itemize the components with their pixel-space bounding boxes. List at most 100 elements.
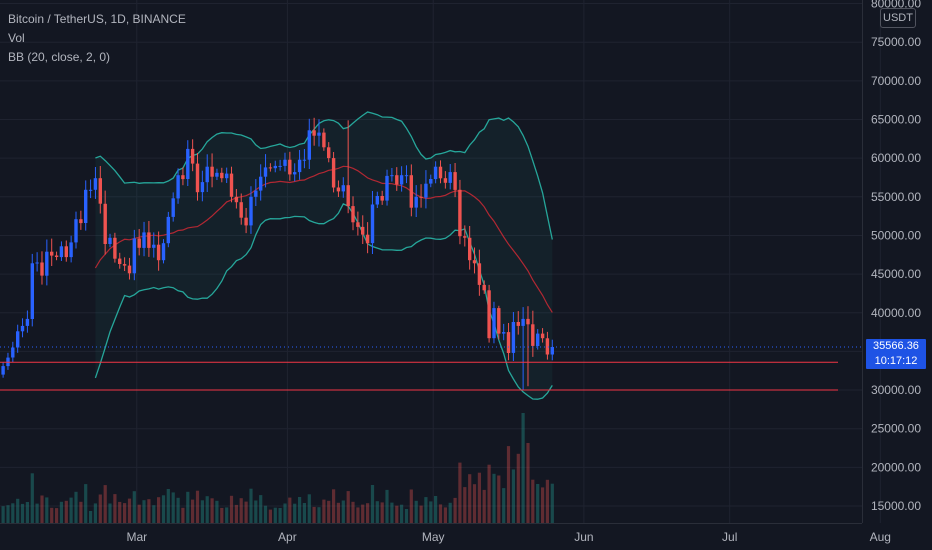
y-tick-label: 30000.00 xyxy=(871,383,921,397)
candle-body xyxy=(365,234,370,244)
volume-bar xyxy=(30,473,34,523)
volume-bar xyxy=(385,489,389,523)
volume-bar xyxy=(414,500,418,523)
volume-bar xyxy=(268,509,272,523)
volume-bar xyxy=(157,497,161,523)
volume-bar xyxy=(186,491,190,523)
volume-bar xyxy=(45,497,49,523)
volume-bar xyxy=(521,413,525,523)
volume-bar xyxy=(108,503,112,523)
volume-bar xyxy=(113,494,117,523)
volume-bar xyxy=(171,492,175,523)
volume-bar xyxy=(210,498,214,523)
volume-bar xyxy=(506,446,511,523)
volume-bar xyxy=(327,500,331,523)
candle-body xyxy=(64,246,68,258)
volume-bar xyxy=(370,485,375,523)
volume-bar xyxy=(205,496,209,523)
candle-body xyxy=(176,175,180,199)
volume-bar xyxy=(526,443,530,523)
candle-body xyxy=(225,173,229,179)
candle-body xyxy=(181,175,185,180)
volume-bar xyxy=(132,491,136,523)
volume-bar xyxy=(419,505,423,523)
volume-bar xyxy=(424,497,428,523)
candle-body xyxy=(84,189,88,223)
candle-body xyxy=(429,179,433,184)
volume-bar xyxy=(288,497,292,523)
candle-body xyxy=(108,237,112,244)
candle-body xyxy=(516,322,520,326)
candle-body xyxy=(341,185,345,192)
candle-body xyxy=(249,196,253,226)
candle-body xyxy=(234,196,239,203)
candle-body xyxy=(122,264,127,266)
legend-bollinger[interactable]: BB (20, close, 2, 0) xyxy=(8,50,111,64)
candle-body xyxy=(312,130,316,136)
volume-bar xyxy=(298,497,302,523)
volume-bar xyxy=(346,491,350,523)
y-tick-label: 70000.00 xyxy=(871,74,921,88)
volume-bar xyxy=(312,506,316,523)
volume-bar xyxy=(541,487,545,523)
volume-bar xyxy=(20,503,25,523)
volume-bar xyxy=(487,464,491,523)
volume-bar xyxy=(215,500,219,523)
volume-bar xyxy=(93,503,97,523)
candle-body xyxy=(487,290,491,339)
candle-body xyxy=(536,333,540,346)
candle-body xyxy=(190,148,195,164)
volume-bar xyxy=(16,498,20,523)
candle-body xyxy=(395,175,399,185)
volume-bar xyxy=(380,502,384,523)
volume-bar xyxy=(98,494,102,523)
candle-body xyxy=(448,172,452,183)
volume-bar xyxy=(356,507,360,523)
candle-body xyxy=(278,165,282,167)
volume-bar xyxy=(497,475,501,523)
candle-body xyxy=(103,203,107,244)
y-tick-label: 60000.00 xyxy=(871,151,921,165)
candle-body xyxy=(297,159,302,173)
legend-volume[interactable]: Vol xyxy=(8,31,25,45)
volume-bar xyxy=(293,503,297,523)
volume-bar xyxy=(118,501,122,523)
candle-body xyxy=(521,318,525,326)
candle-body xyxy=(356,222,360,227)
candle-body xyxy=(118,258,122,264)
candle-body xyxy=(59,246,64,258)
candle-body xyxy=(35,262,39,264)
volume-bar xyxy=(273,507,277,523)
x-tick-label: Jun xyxy=(574,530,593,544)
x-tick-label: May xyxy=(422,530,445,544)
volume-bar xyxy=(453,497,457,523)
volume-bar xyxy=(181,507,185,523)
candle-body xyxy=(273,165,277,169)
candle-body xyxy=(482,284,486,291)
candle-body xyxy=(16,331,20,348)
volume-bar xyxy=(249,488,253,523)
volume-bar xyxy=(244,501,248,523)
x-tick-label: Aug xyxy=(870,530,891,544)
chart-legend: Bitcoin / TetherUS, 1D, BINANCE Vol BB (… xyxy=(8,10,186,67)
candle-body xyxy=(220,172,224,179)
legend-symbol[interactable]: Bitcoin / TetherUS, 1D, BINANCE xyxy=(8,12,186,26)
volume-bar xyxy=(220,507,224,523)
candle-body xyxy=(399,175,404,185)
volume-bar xyxy=(25,502,29,523)
volume-bar xyxy=(511,469,515,523)
candle-body xyxy=(156,244,161,261)
volume-bar xyxy=(84,484,88,523)
candle-body xyxy=(210,166,214,177)
candle-body xyxy=(215,172,219,177)
candle-body xyxy=(419,196,423,198)
volume-bar xyxy=(322,499,326,523)
volume-bar xyxy=(191,499,195,523)
volume-bar xyxy=(11,503,15,523)
candle-body xyxy=(550,347,554,355)
currency-badge[interactable]: USDT xyxy=(880,8,916,28)
candle-body xyxy=(1,366,5,375)
volume-bar xyxy=(351,501,355,523)
last-price-value: 35566.36 xyxy=(873,340,919,352)
